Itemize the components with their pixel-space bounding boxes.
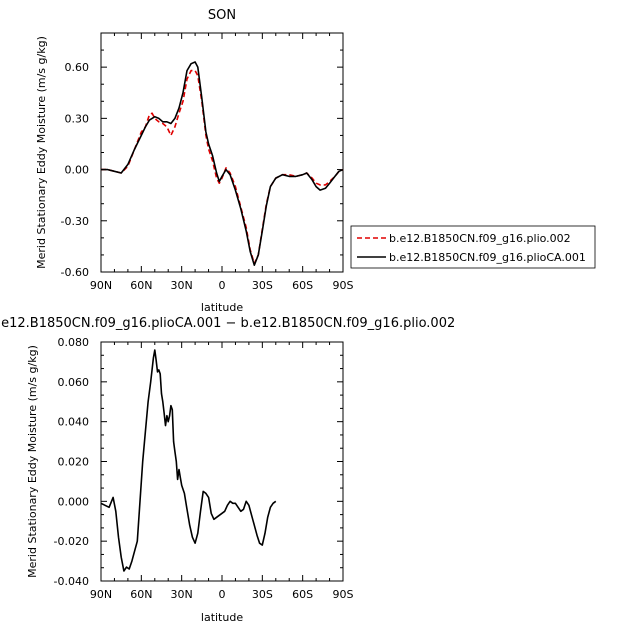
x-tick-label: 0 (219, 588, 226, 601)
x-axis-label: latitude (201, 611, 243, 624)
y-tick-label: 0.60 (65, 61, 90, 74)
x-tick-label: 30N (171, 588, 193, 601)
x-tick-label: 0 (219, 279, 226, 292)
x-tick-label: 90S (333, 279, 354, 292)
legend-box (350, 225, 596, 269)
legend-label-1: b.e12.B1850CN.f09_g16.plio.002 (389, 232, 571, 245)
y-tick-label: 0.30 (65, 112, 90, 125)
x-axis-label: latitude (201, 301, 243, 314)
y-tick-label: 0.00 (65, 164, 90, 177)
y-tick-label: -0.30 (61, 215, 89, 228)
x-tick-label: 60N (130, 279, 152, 292)
y-axis-label: Merid Stationary Eddy Moisture (m/s g/kg… (35, 36, 48, 269)
chart-title: SON (208, 8, 236, 23)
legend: b.e12.B1850CN.f09_g16.plio.002 b.e12.B185… (350, 225, 596, 269)
x-tick-label: 30S (252, 588, 273, 601)
y-tick-label: -0.040 (54, 575, 89, 588)
series-line-1 (100, 349, 277, 572)
y-tick-label: -0.60 (61, 266, 89, 279)
y-tick-label: 0.080 (58, 336, 90, 349)
x-tick-label: 60S (292, 588, 313, 601)
x-tick-label: 90S (333, 588, 354, 601)
plot-frame (100, 341, 344, 582)
x-tick-label: 30S (252, 279, 273, 292)
chart-top: 90N 60N 30N 0 30S 60S 90S -0.60 -0.30 0.00 0.30 0.6… (35, 8, 354, 314)
x-tick-label: 30N (171, 279, 193, 292)
y-tick-label: -0.020 (54, 535, 89, 548)
legend-label-2: b.e12.B1850CN.f09_g16.plioCA.001 (389, 251, 586, 264)
y-tick-label: 0.020 (58, 456, 90, 469)
chart-title: b.e12.B1850CN.f09_g16.plioCA.001 − b.e12… (0, 316, 455, 331)
y-tick-label: 0.040 (58, 416, 90, 429)
x-tick-label: 60N (130, 588, 152, 601)
x-tick-label: 90N (90, 588, 112, 601)
chart-diff: 90N 60N 30N 0 30S 60S 90S -0.040 -0.020 0.000 0.02… (0, 316, 455, 624)
plot-frame (100, 32, 344, 273)
y-tick-label: 0.060 (58, 376, 90, 389)
x-tick-label: 90N (90, 279, 112, 292)
y-axis-label: Merid Stationary Eddy Moisture (m/s g/kg… (26, 345, 39, 578)
series-line-2 (101, 61, 344, 266)
y-tick-label: 0.000 (58, 495, 90, 508)
x-tick-label: 60S (292, 279, 313, 292)
series-line-1 (101, 69, 344, 265)
